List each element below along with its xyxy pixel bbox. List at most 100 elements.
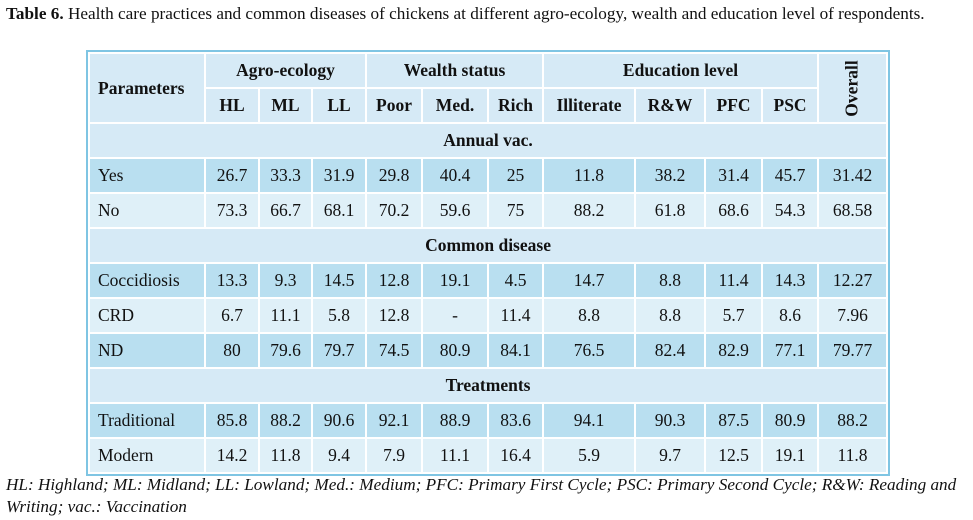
table-cell: 14.5 xyxy=(311,262,367,299)
table-cell: 80 xyxy=(204,332,260,369)
table-cell: 13.3 xyxy=(204,262,260,299)
table-cell: 8.8 xyxy=(634,297,707,334)
table-cell: 82.9 xyxy=(704,332,764,369)
table-cell: 7.9 xyxy=(365,437,423,474)
table-cell: 74.5 xyxy=(365,332,423,369)
table-cell: 14.3 xyxy=(761,262,820,299)
table-cell: 11.1 xyxy=(258,297,313,334)
header-group-agro-ecology: Agro-ecology xyxy=(204,52,367,89)
table-cell: 61.8 xyxy=(634,192,707,229)
table-cell: 4.5 xyxy=(486,262,545,299)
table-cell: 66.7 xyxy=(258,192,313,229)
table-cell: 90.6 xyxy=(311,402,367,439)
table-cell: 82.4 xyxy=(634,332,707,369)
table-cell: 68.1 xyxy=(311,192,367,229)
table-cell: 5.7 xyxy=(704,297,764,334)
header-col-poor: Poor xyxy=(365,87,423,124)
header-col-ml: ML xyxy=(258,87,313,124)
section-row-annual-vac: Annual vac. xyxy=(87,122,889,159)
table-cell: 83.6 xyxy=(486,402,545,439)
table-row: Yes 26.7 33.3 31.9 29.8 40.4 25 11.8 38.… xyxy=(88,157,889,194)
row-label: Traditional xyxy=(88,402,206,439)
table-cell: 94.1 xyxy=(542,402,637,439)
row-label: Modern xyxy=(88,437,206,474)
table-cell: 29.8 xyxy=(365,157,423,194)
table-cell: 87.5 xyxy=(704,402,764,439)
table-cell: 26.7 xyxy=(204,157,260,194)
row-label: Yes xyxy=(88,157,206,194)
table-cell: 8.8 xyxy=(542,297,637,334)
table-cell: 25 xyxy=(486,157,545,194)
table-cell-overall: 88.2 xyxy=(817,402,889,439)
table-cell: 38.2 xyxy=(634,157,707,194)
table-cell: 11.4 xyxy=(486,297,545,334)
table-cell: 14.2 xyxy=(204,437,260,474)
table-cell-overall: 11.8 xyxy=(817,437,889,474)
header-group-education-level: Education level xyxy=(542,52,820,89)
table-cell: 11.8 xyxy=(542,157,637,194)
header-row-groups: Parameters Agro-ecology Wealth status Ed… xyxy=(88,52,889,124)
table-cell: 70.2 xyxy=(365,192,423,229)
table-row: CRD 6.7 11.1 5.8 12.8 - 11.4 8.8 8.8 5.7… xyxy=(88,297,889,334)
table-cell: 5.9 xyxy=(542,437,637,474)
table-cell: 80.9 xyxy=(421,332,489,369)
table-cell: 79.7 xyxy=(311,332,367,369)
table-cell: 88.9 xyxy=(421,402,489,439)
row-label: ND xyxy=(88,332,206,369)
table-cell: 76.5 xyxy=(542,332,637,369)
header-col-rw: R&W xyxy=(634,87,707,124)
table-cell: 77.1 xyxy=(761,332,820,369)
table-cell: 11.8 xyxy=(258,437,313,474)
header-col-med: Med. xyxy=(421,87,489,124)
table-cell-overall: 68.58 xyxy=(817,192,889,229)
table-cell: 80.9 xyxy=(761,402,820,439)
row-label: CRD xyxy=(88,297,206,334)
table-cell: 45.7 xyxy=(761,157,820,194)
table-caption: Table 6. Health care practices and commo… xyxy=(6,3,968,25)
table-cell: 12.8 xyxy=(365,297,423,334)
table-cell: - xyxy=(421,297,489,334)
header-col-hl: HL xyxy=(204,87,260,124)
table-container: Parameters Agro-ecology Wealth status Ed… xyxy=(85,50,891,476)
header-group-wealth-status: Wealth status xyxy=(364,52,545,89)
header-col-ll: LL xyxy=(311,87,367,124)
table-cell: 12.5 xyxy=(704,437,764,474)
table-cell-overall: 31.42 xyxy=(817,157,889,194)
section-row-treatments: Treatments xyxy=(87,367,889,404)
table-cell: 75 xyxy=(486,192,545,229)
table-cell: 73.3 xyxy=(204,192,260,229)
table-cell: 19.1 xyxy=(421,262,489,299)
table-row: No 73.3 66.7 68.1 70.2 59.6 75 88.2 61.8… xyxy=(88,192,889,229)
table-cell: 68.6 xyxy=(704,192,764,229)
table-cell: 5.8 xyxy=(311,297,367,334)
header-col-pfc: PFC xyxy=(704,87,764,124)
table-cell: 9.3 xyxy=(258,262,313,299)
table-cell-overall: 12.27 xyxy=(817,262,889,299)
header-parameters: Parameters xyxy=(88,52,206,124)
table-row: Traditional 85.8 88.2 90.6 92.1 88.9 83.… xyxy=(88,402,889,439)
table-cell: 31.4 xyxy=(704,157,764,194)
table-cell: 9.4 xyxy=(311,437,367,474)
table-cell: 88.2 xyxy=(542,192,637,229)
header-overall: Overall xyxy=(817,52,889,124)
data-table: Parameters Agro-ecology Wealth status Ed… xyxy=(85,50,891,476)
table-label: Table 6. xyxy=(6,4,64,23)
table-footnote: HL: Highland; ML: Midland; LL: Lowland; … xyxy=(6,475,957,516)
table-cell: 19.1 xyxy=(761,437,820,474)
header-row-columns: HL ML LL Poor Med. Rich Illiterate R&W P… xyxy=(89,87,888,124)
row-label: No xyxy=(88,192,206,229)
table-cell: 40.4 xyxy=(421,157,489,194)
table-cell: 79.6 xyxy=(258,332,313,369)
table-row: ND 80 79.6 79.7 74.5 80.9 84.1 76.5 82.4… xyxy=(88,332,889,369)
table-cell: 12.8 xyxy=(365,262,423,299)
table-cell: 59.6 xyxy=(421,192,489,229)
section-title: Annual vac. xyxy=(87,122,889,159)
table-cell: 16.4 xyxy=(486,437,545,474)
table-cell: 33.3 xyxy=(258,157,313,194)
table-cell: 54.3 xyxy=(761,192,820,229)
table-cell: 8.8 xyxy=(634,262,707,299)
section-title: Common disease xyxy=(87,227,889,264)
table-row: Modern 14.2 11.8 9.4 7.9 11.1 16.4 5.9 9… xyxy=(88,437,889,474)
table-cell: 14.7 xyxy=(542,262,637,299)
table-cell: 92.1 xyxy=(365,402,423,439)
